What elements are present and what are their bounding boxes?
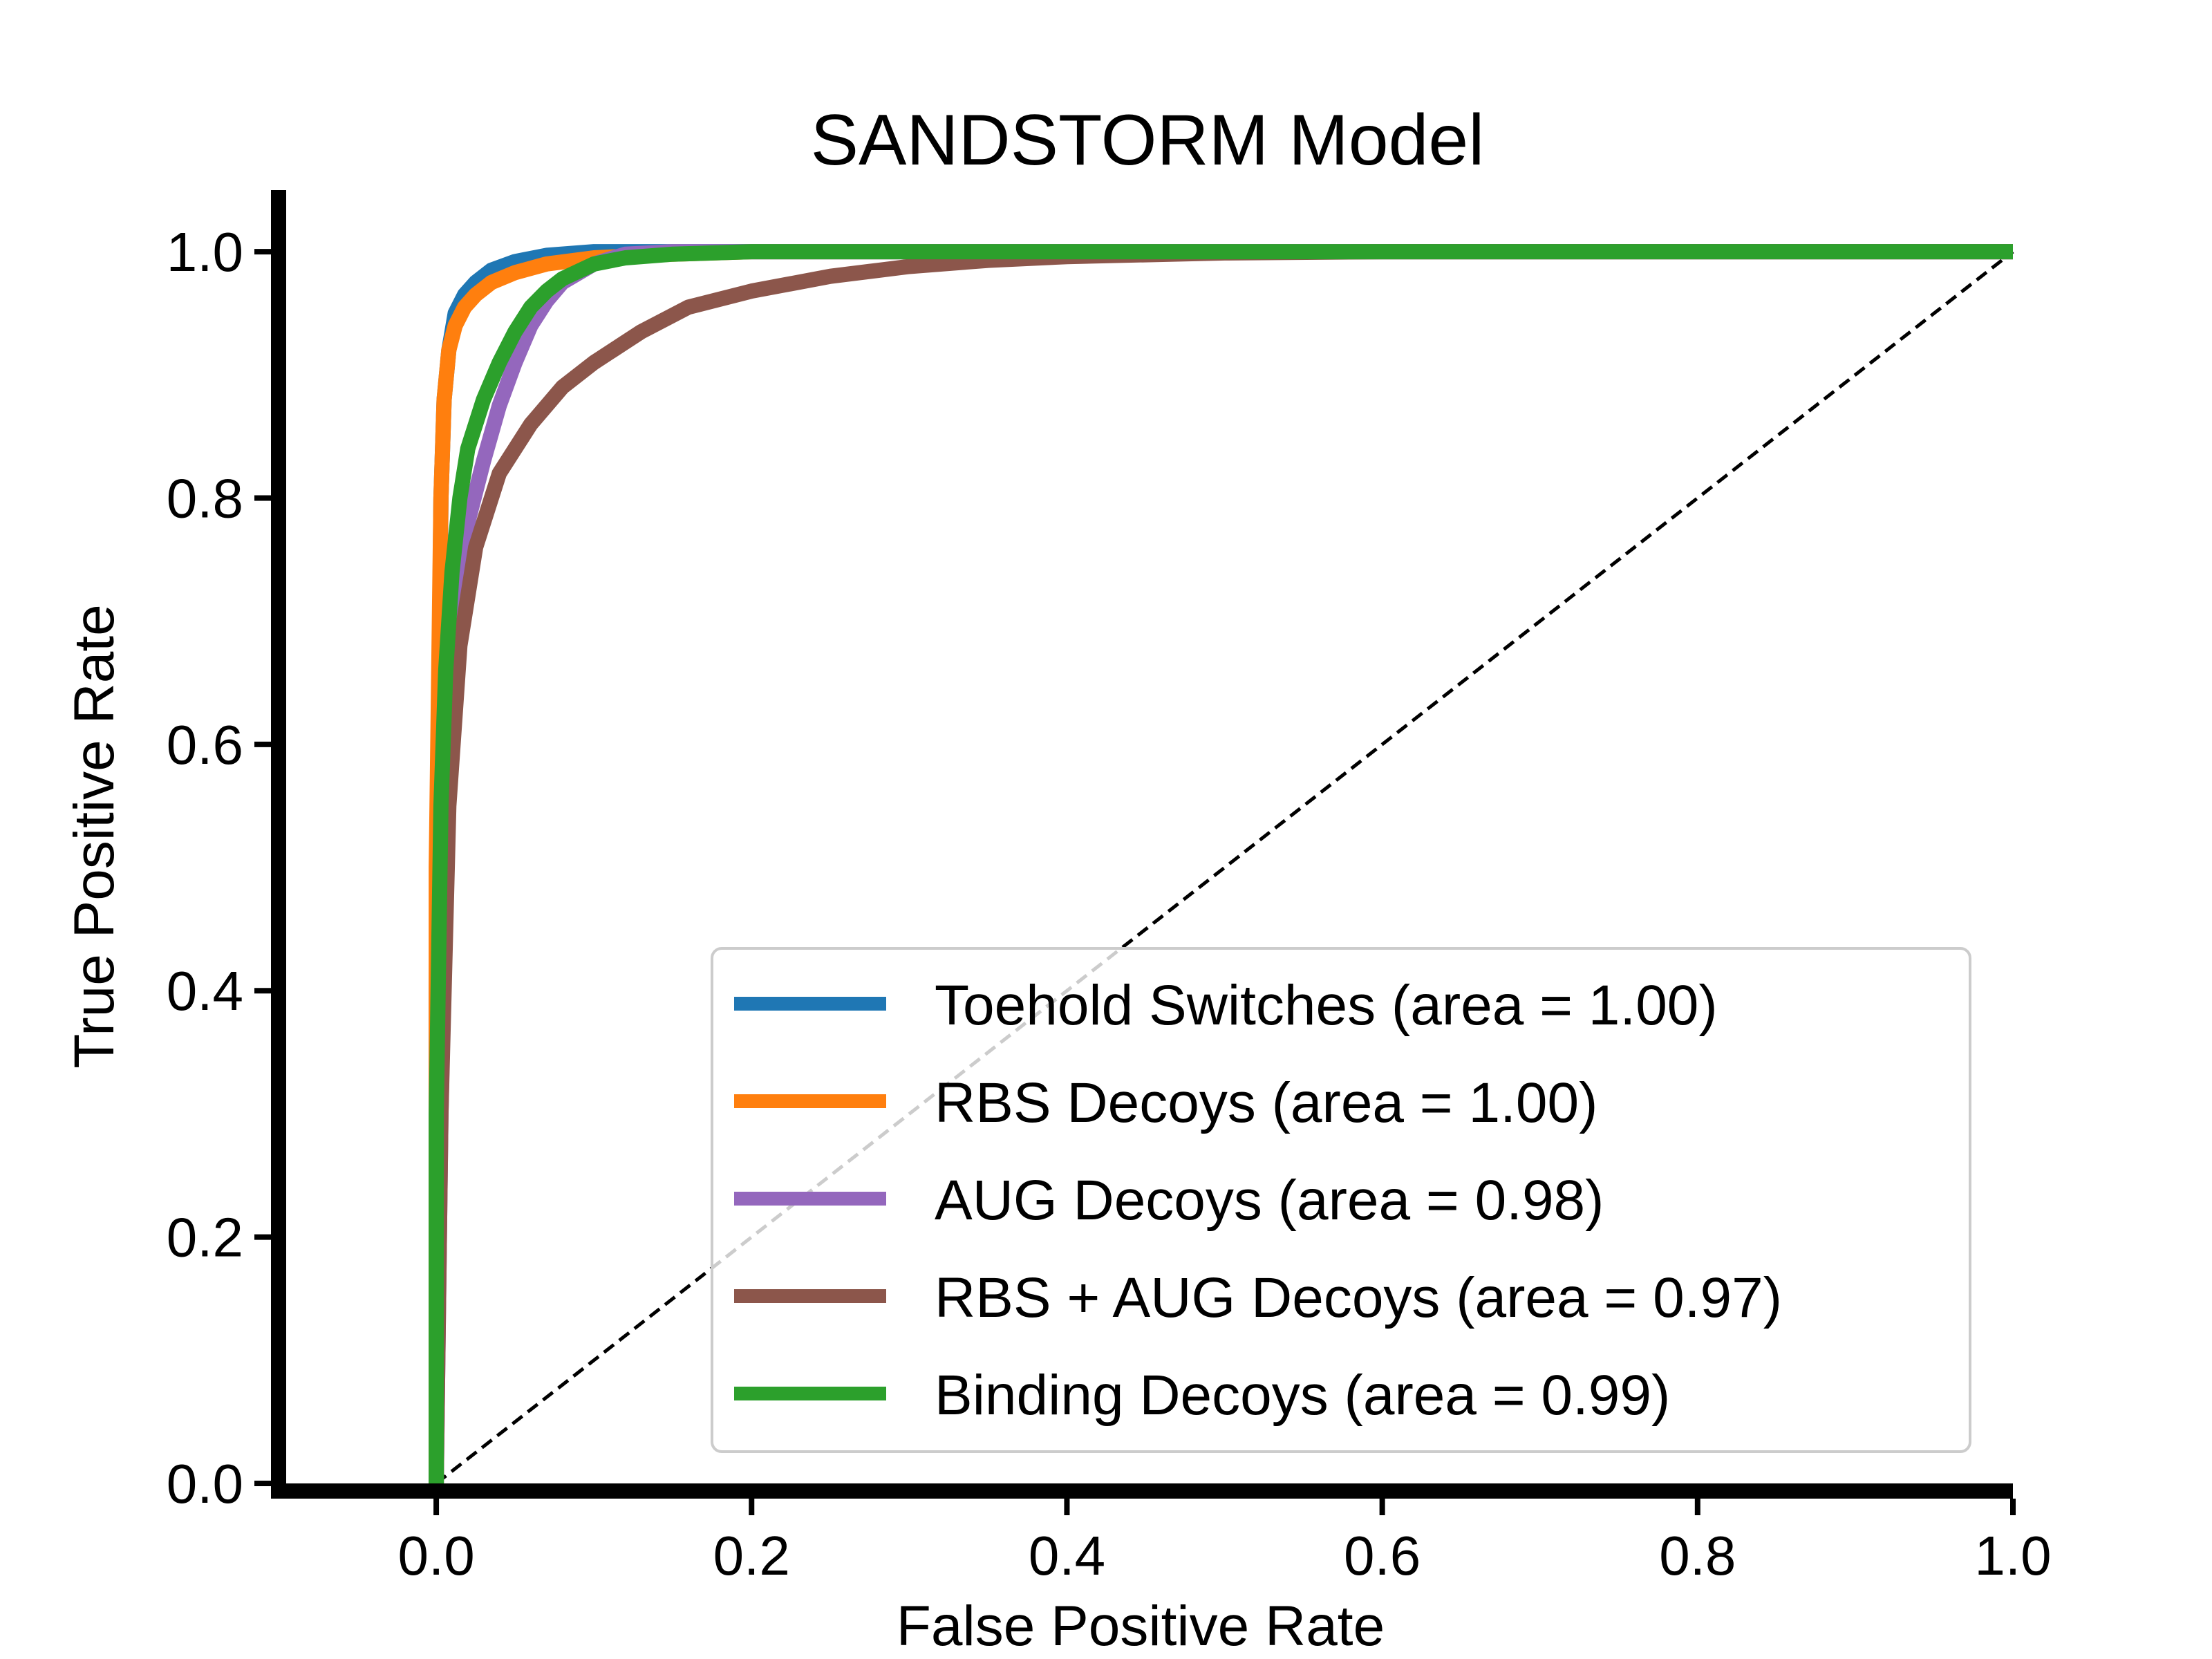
- x-tick-label-2: 0.4: [1029, 1525, 1105, 1586]
- y-axis-ticks: 0.0 0.2 0.4 0.6 0.8 1.0: [167, 221, 271, 1515]
- x-tick-label-0: 0.0: [397, 1525, 474, 1586]
- y-tick-label-2: 0.4: [167, 960, 243, 1022]
- x-tick-label-5: 1.0: [1974, 1525, 2051, 1586]
- legend-label-4: Binding Decoys (area = 0.99): [935, 1364, 1670, 1427]
- x-axis-ticks: 0.0 0.2 0.4 0.6 0.8 1.0: [397, 1499, 2052, 1586]
- legend-label-2: AUG Decoys (area = 0.98): [935, 1169, 1604, 1232]
- x-axis-spine: [271, 1483, 2013, 1499]
- y-tick-label-4: 0.8: [167, 467, 243, 529]
- series-line-4: [429, 244, 2013, 1483]
- x-tick-label-3: 0.6: [1344, 1525, 1421, 1586]
- reference-diagonal-line: [435, 250, 2014, 1485]
- legend-frame: [711, 947, 1971, 1453]
- legend-entries: Toehold Switches (area = 1.00) RBS Decoys…: [734, 974, 1782, 1427]
- y-tick-label-1: 0.2: [167, 1207, 243, 1268]
- x-axis-label: False Positive Rate: [897, 1595, 1385, 1658]
- y-tick-label-3: 0.6: [167, 714, 243, 776]
- legend-label-1: RBS Decoys (area = 1.00): [935, 1071, 1597, 1134]
- y-tick-label-0: 0.0: [167, 1453, 243, 1515]
- chart-title: SANDSTORM Model: [811, 100, 1485, 180]
- series-layer: [429, 244, 2013, 1484]
- legend-label-0: Toehold Switches (area = 1.00): [935, 974, 1718, 1037]
- x-tick-label-4: 0.8: [1659, 1525, 1736, 1586]
- y-axis-label: True Positive Rate: [63, 604, 126, 1068]
- legend: Toehold Switches (area = 1.00) RBS Decoys…: [711, 947, 1971, 1453]
- x-tick-label-1: 0.2: [713, 1525, 790, 1586]
- y-tick-label-5: 1.0: [167, 221, 243, 283]
- reference-line-layer: [435, 250, 2014, 1485]
- y-axis-spine: [271, 190, 286, 1499]
- legend-label-3: RBS + AUG Decoys (area = 0.97): [935, 1266, 1782, 1329]
